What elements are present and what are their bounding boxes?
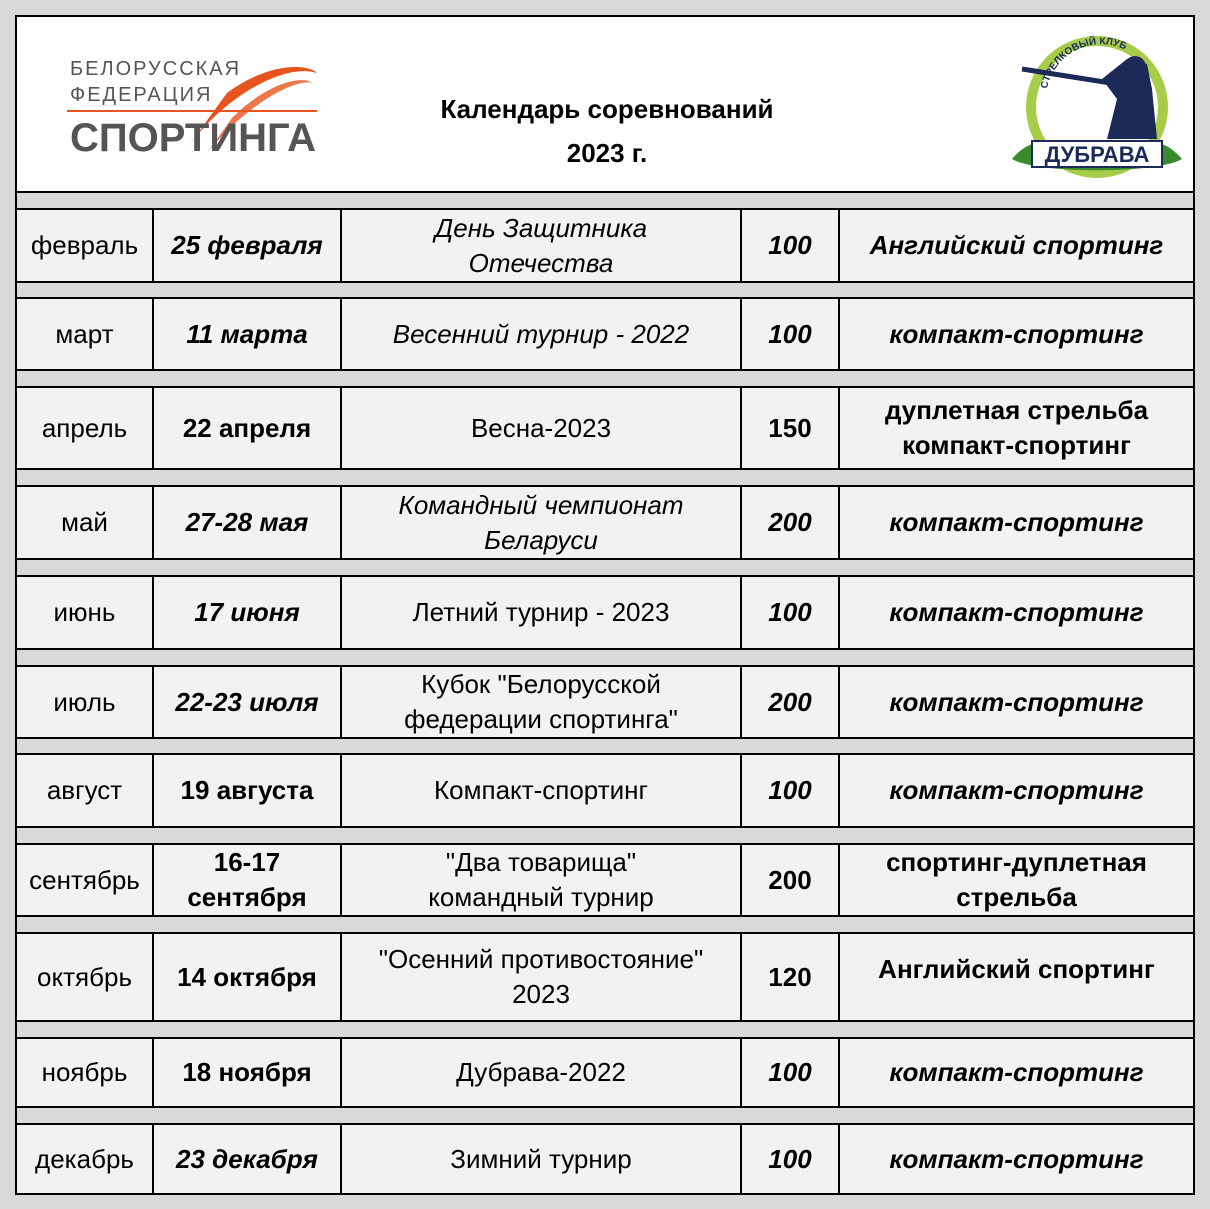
event-cell: Зимний турнир xyxy=(342,1125,742,1193)
type-cell: дуплетная стрельба компакт-спортинг xyxy=(884,395,1149,460)
count-cell: 200 xyxy=(742,487,840,558)
svg-text:ФЕДЕРАЦИЯ: ФЕДЕРАЦИЯ xyxy=(70,84,212,106)
type-cell: компакт-спортинг xyxy=(889,1143,1144,1174)
month-cell: ноябрь xyxy=(17,1039,154,1106)
event-cell: Дубрава-2022 xyxy=(342,1039,742,1106)
count-cell: 200 xyxy=(742,667,840,737)
month-cell: август xyxy=(17,755,154,826)
month-cell: июль xyxy=(17,667,154,737)
count-cell: 120 xyxy=(742,934,840,1020)
table-row: ноябрь 18 ноября Дубрава-2022 100 компакт-сп… xyxy=(17,1037,1193,1108)
table-row: июль 22-23 июля Кубок "Белорусской федерац… xyxy=(17,665,1193,739)
count-cell: 100 xyxy=(742,1125,840,1193)
federation-logo: БЕЛОРУССКАЯ ФЕДЕРАЦИЯ СПОРТИНГА xyxy=(67,58,317,160)
event-cell: Весенний турнир - 2022 xyxy=(342,299,742,369)
month-cell: сентябрь xyxy=(17,845,154,915)
type-cell: компакт-спортинг xyxy=(889,318,1144,349)
count-cell: 200 xyxy=(742,845,840,915)
table-row: декабрь 23 декабря Зимний турнир 100 компакт… xyxy=(17,1123,1193,1195)
count-cell: 100 xyxy=(742,299,840,369)
header: БЕЛОРУССКАЯ ФЕДЕРАЦИЯ СПОРТИНГА Календар… xyxy=(17,17,1193,193)
month-cell: февраль xyxy=(17,210,154,281)
date-cell: 23 декабря xyxy=(154,1125,342,1193)
type-cell: спортинг-дуплетная стрельба xyxy=(886,847,1147,912)
date-cell: 19 августа xyxy=(154,755,342,826)
type-cell: компакт-спортинг xyxy=(889,507,1144,537)
event-cell: Командный чемпионат Беларуси xyxy=(342,487,742,558)
svg-text:ДУБРАВА: ДУБРАВА xyxy=(1045,142,1150,167)
type-cell: Английский спортинг xyxy=(869,230,1164,260)
count-cell: 100 xyxy=(742,210,840,281)
count-cell: 100 xyxy=(742,755,840,826)
date-cell: 25 февраля xyxy=(154,210,342,281)
date-cell: 18 ноября xyxy=(154,1039,342,1106)
date-cell: 22 апреля xyxy=(154,388,342,468)
table-row: апрель 22 апреля Весна-2023 150 дуплетная ст… xyxy=(17,386,1193,470)
date-cell: 27-28 мая xyxy=(154,487,342,558)
title-line2: 2023 г. xyxy=(566,138,648,168)
table-row: июнь 17 июня Летний турнир - 2023 100 компак… xyxy=(17,575,1193,650)
event-cell: "Осенний противостояние" 2023 xyxy=(342,934,742,1020)
month-cell: октябрь xyxy=(17,934,154,1020)
month-cell: декабрь xyxy=(17,1125,154,1193)
calendar-sheet: БЕЛОРУССКАЯ ФЕДЕРАЦИЯ СПОРТИНГА Календар… xyxy=(15,15,1195,1195)
event-cell: "Два товарища" командный турнир xyxy=(342,845,742,915)
date-cell: 17 июня xyxy=(154,577,342,648)
table-row: октябрь 14 октября "Осенний противостояние… xyxy=(17,932,1193,1022)
event-cell: День Защитника Отечества xyxy=(342,210,742,281)
dubrava-club-logo: СТРЕЛКОВЫЙ КЛУБ ДУБРАВА xyxy=(1012,34,1182,178)
type-cell: Английский спортинг xyxy=(878,954,1155,984)
table-row: март 11 марта Весенний турнир - 2022 100 ком… xyxy=(17,297,1193,371)
svg-text:БЕЛОРУССКАЯ: БЕЛОРУССКАЯ xyxy=(70,58,241,80)
month-cell: март xyxy=(17,299,154,369)
date-cell: 14 октября xyxy=(154,934,342,1020)
table-row: февраль 25 февраля День Защитника Отечеств… xyxy=(17,208,1193,283)
svg-text:СПОРТИНГА: СПОРТИНГА xyxy=(70,116,316,160)
count-cell: 100 xyxy=(742,577,840,648)
date-cell: 11 марта xyxy=(154,299,342,369)
date-cell: 22-23 июля xyxy=(154,667,342,737)
type-cell: компакт-спортинг xyxy=(889,686,1144,717)
table-row: сентябрь 16-17 сентября "Два товарища" ком… xyxy=(17,843,1193,917)
event-cell: Кубок "Белорусской федерации спортинга" xyxy=(342,667,742,737)
title-line1: Календарь соревнований xyxy=(440,94,774,124)
table-row: май 27-28 мая Командный чемпионат Беларуси… xyxy=(17,485,1193,560)
event-cell: Летний турнир - 2023 xyxy=(342,577,742,648)
type-cell: компакт-спортинг xyxy=(889,775,1144,805)
table-row: август 19 августа Компакт-спортинг 100 компа… xyxy=(17,753,1193,828)
page-title: Календарь соревнований 2023 г. xyxy=(317,87,897,175)
date-cell: 16-17 сентября xyxy=(154,845,342,915)
count-cell: 100 xyxy=(742,1039,840,1106)
event-cell: Компакт-спортинг xyxy=(342,755,742,826)
month-cell: июнь xyxy=(17,577,154,648)
type-cell: компакт-спортинг xyxy=(889,1057,1144,1087)
month-cell: май xyxy=(17,487,154,558)
count-cell: 150 xyxy=(742,388,840,468)
month-cell: апрель xyxy=(17,388,154,468)
type-cell: компакт-спортинг xyxy=(889,597,1144,627)
event-cell: Весна-2023 xyxy=(342,388,742,468)
